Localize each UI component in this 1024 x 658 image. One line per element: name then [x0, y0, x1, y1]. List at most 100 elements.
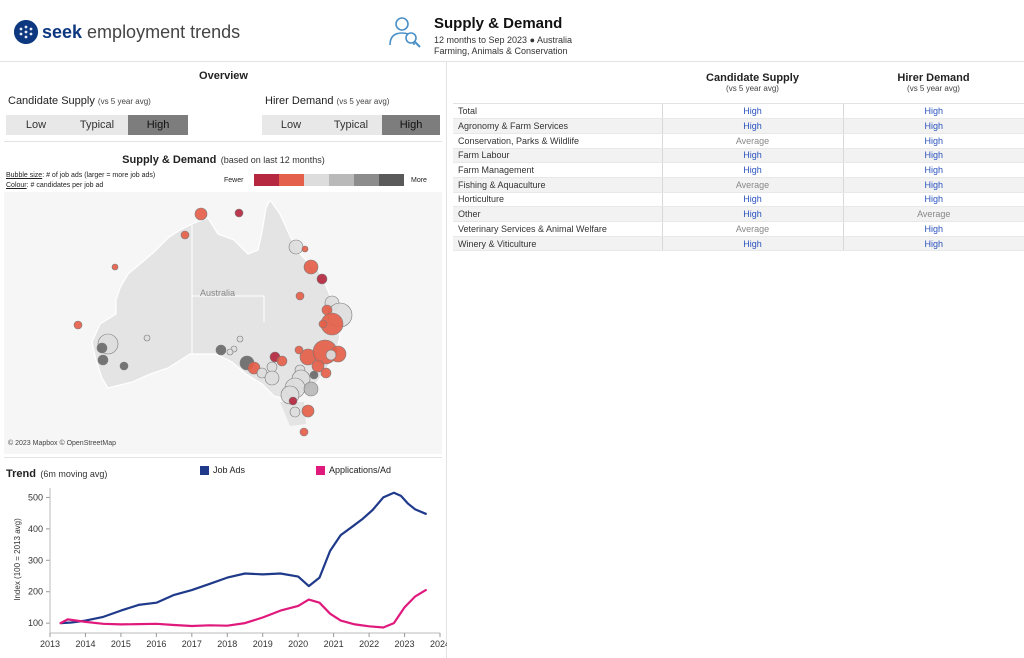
category-name: Conservation, Parks & Wildlife	[453, 133, 663, 149]
demand-option-high[interactable]: High	[382, 115, 440, 135]
region-bubble[interactable]	[289, 406, 301, 418]
demand-value: High	[843, 148, 1024, 164]
region-bubble[interactable]	[234, 208, 244, 218]
demand-value: High	[843, 221, 1024, 237]
y-tick-label: 200	[28, 587, 43, 597]
colour-note-key: Colour	[6, 182, 27, 189]
region-bubble[interactable]	[301, 404, 315, 418]
region-bubble[interactable]	[143, 334, 151, 342]
map-attribution: © 2023 Mapbox © OpenStreetMap	[8, 440, 116, 447]
region-bubble[interactable]	[320, 367, 332, 379]
legend-swatch	[279, 174, 304, 186]
region-bubble[interactable]	[194, 207, 208, 221]
region-bubble[interactable]	[97, 354, 109, 366]
table-row[interactable]: Winery & Viticulture High High	[453, 236, 1024, 252]
col-hirer-demand: Hirer Demand (vs 5 year avg)	[843, 72, 1024, 93]
region-bubble[interactable]	[247, 361, 261, 375]
region-bubble[interactable]	[325, 349, 337, 361]
table-row[interactable]: Fishing & Aquaculture Average High	[453, 177, 1024, 193]
x-tick-label: 2023	[395, 639, 415, 649]
region-bubble[interactable]	[236, 335, 244, 343]
supply-value: High	[662, 236, 844, 252]
legend-applications: Applications/Ad	[316, 465, 391, 475]
y-tick-label: 500	[28, 492, 43, 502]
demand-option-low[interactable]: Low	[262, 115, 320, 135]
region-bubble[interactable]	[119, 361, 129, 371]
category-name: Veterinary Services & Animal Welfare	[453, 221, 663, 237]
colour-legend	[254, 174, 404, 186]
map-view[interactable]: Australia	[4, 192, 442, 454]
region-bubble[interactable]	[73, 320, 83, 330]
table-row[interactable]: Total High High	[453, 104, 1024, 120]
category-name: Fishing & Aquaculture	[453, 177, 663, 193]
x-tick-label: 2024	[430, 639, 447, 649]
applications-per-ad-line	[59, 588, 427, 629]
demand-value: High	[843, 133, 1024, 149]
supply-option-typical[interactable]: Typical	[66, 115, 128, 135]
supply-label-text: Candidate Supply	[8, 95, 95, 107]
page-title: Supply & Demand	[434, 15, 563, 32]
region-bubble[interactable]	[318, 319, 328, 329]
left-panel	[0, 62, 447, 658]
supply-option-high[interactable]: High	[128, 115, 188, 135]
supply-value: High	[662, 118, 844, 134]
brand-name: seek	[42, 21, 83, 42]
region-bubble[interactable]	[226, 348, 234, 356]
region-bubble[interactable]	[294, 345, 304, 355]
seek-logo[interactable]: seek employment trends	[14, 20, 240, 44]
table-row[interactable]: Veterinary Services & Animal Welfare Aver…	[453, 221, 1024, 237]
region-bubble[interactable]	[309, 370, 319, 380]
x-tick-label: 2014	[75, 639, 95, 649]
region-bubble[interactable]	[303, 381, 319, 397]
category-name: Farm Management	[453, 162, 663, 178]
region-bubble[interactable]	[299, 427, 309, 437]
region-bubble[interactable]	[295, 291, 305, 301]
legend-swatch	[379, 174, 404, 186]
region-bubble[interactable]	[180, 230, 190, 240]
col-candidate-supply: Candidate Supply (vs 5 year avg)	[662, 72, 843, 93]
x-tick-label: 2016	[146, 639, 166, 649]
y-axis-label: Index (100 = 2013 avg)	[13, 518, 22, 601]
table-row[interactable]: Conservation, Parks & Wildlife Average Hig…	[453, 133, 1024, 149]
region-bubble[interactable]	[111, 263, 119, 271]
table-row[interactable]: Farm Labour High High	[453, 148, 1024, 164]
y-tick-label: 400	[28, 524, 43, 534]
supply-option-low[interactable]: Low	[6, 115, 66, 135]
table-row[interactable]: Agronomy & Farm Services High High	[453, 118, 1024, 134]
region-bubble[interactable]	[288, 396, 298, 406]
region-bubble[interactable]	[266, 361, 278, 373]
region-bubble[interactable]	[96, 342, 108, 354]
bubble-note-key: Bubble size	[6, 172, 43, 179]
region-bubble[interactable]	[276, 355, 288, 367]
region-bubble[interactable]	[288, 239, 304, 255]
job-ads-legend-label: Job Ads	[213, 465, 246, 475]
map-title-text: Supply & Demand	[122, 154, 217, 166]
region-bubble[interactable]	[215, 344, 227, 356]
table-row[interactable]: Horticulture High High	[453, 192, 1024, 208]
region-bubble[interactable]	[301, 245, 309, 253]
supply-level-selector[interactable]: Low Typical High	[6, 115, 188, 135]
supply-value: High	[662, 192, 844, 208]
job-ads-line	[59, 491, 427, 625]
demand-value: High	[843, 118, 1024, 134]
demand-value: Average	[843, 206, 1024, 222]
category-name: Horticulture	[453, 192, 663, 208]
applications-swatch	[316, 465, 325, 475]
table-row[interactable]: Farm Management High High	[453, 162, 1024, 178]
colour-note-text: : # candidates per job ad	[26, 182, 104, 189]
region-bubble[interactable]	[303, 259, 319, 275]
supply-value: Average	[662, 133, 844, 149]
region-bubble[interactable]	[264, 370, 280, 386]
supply-value: High	[662, 104, 844, 120]
region-bubble[interactable]	[316, 273, 328, 285]
demand-label-sub: (vs 5 year avg)	[336, 97, 390, 106]
legend-fewer: Fewer	[224, 177, 244, 184]
demand-option-typical[interactable]: Typical	[320, 115, 382, 135]
region-bubble[interactable]	[311, 359, 325, 373]
table-row[interactable]: Other High Average	[453, 206, 1024, 222]
demand-label-text: Hirer Demand	[265, 95, 334, 107]
demand-level-selector[interactable]: Low Typical High	[262, 115, 440, 135]
divider	[4, 457, 442, 458]
supply-value: High	[662, 148, 844, 164]
category-name: Other	[453, 206, 663, 222]
